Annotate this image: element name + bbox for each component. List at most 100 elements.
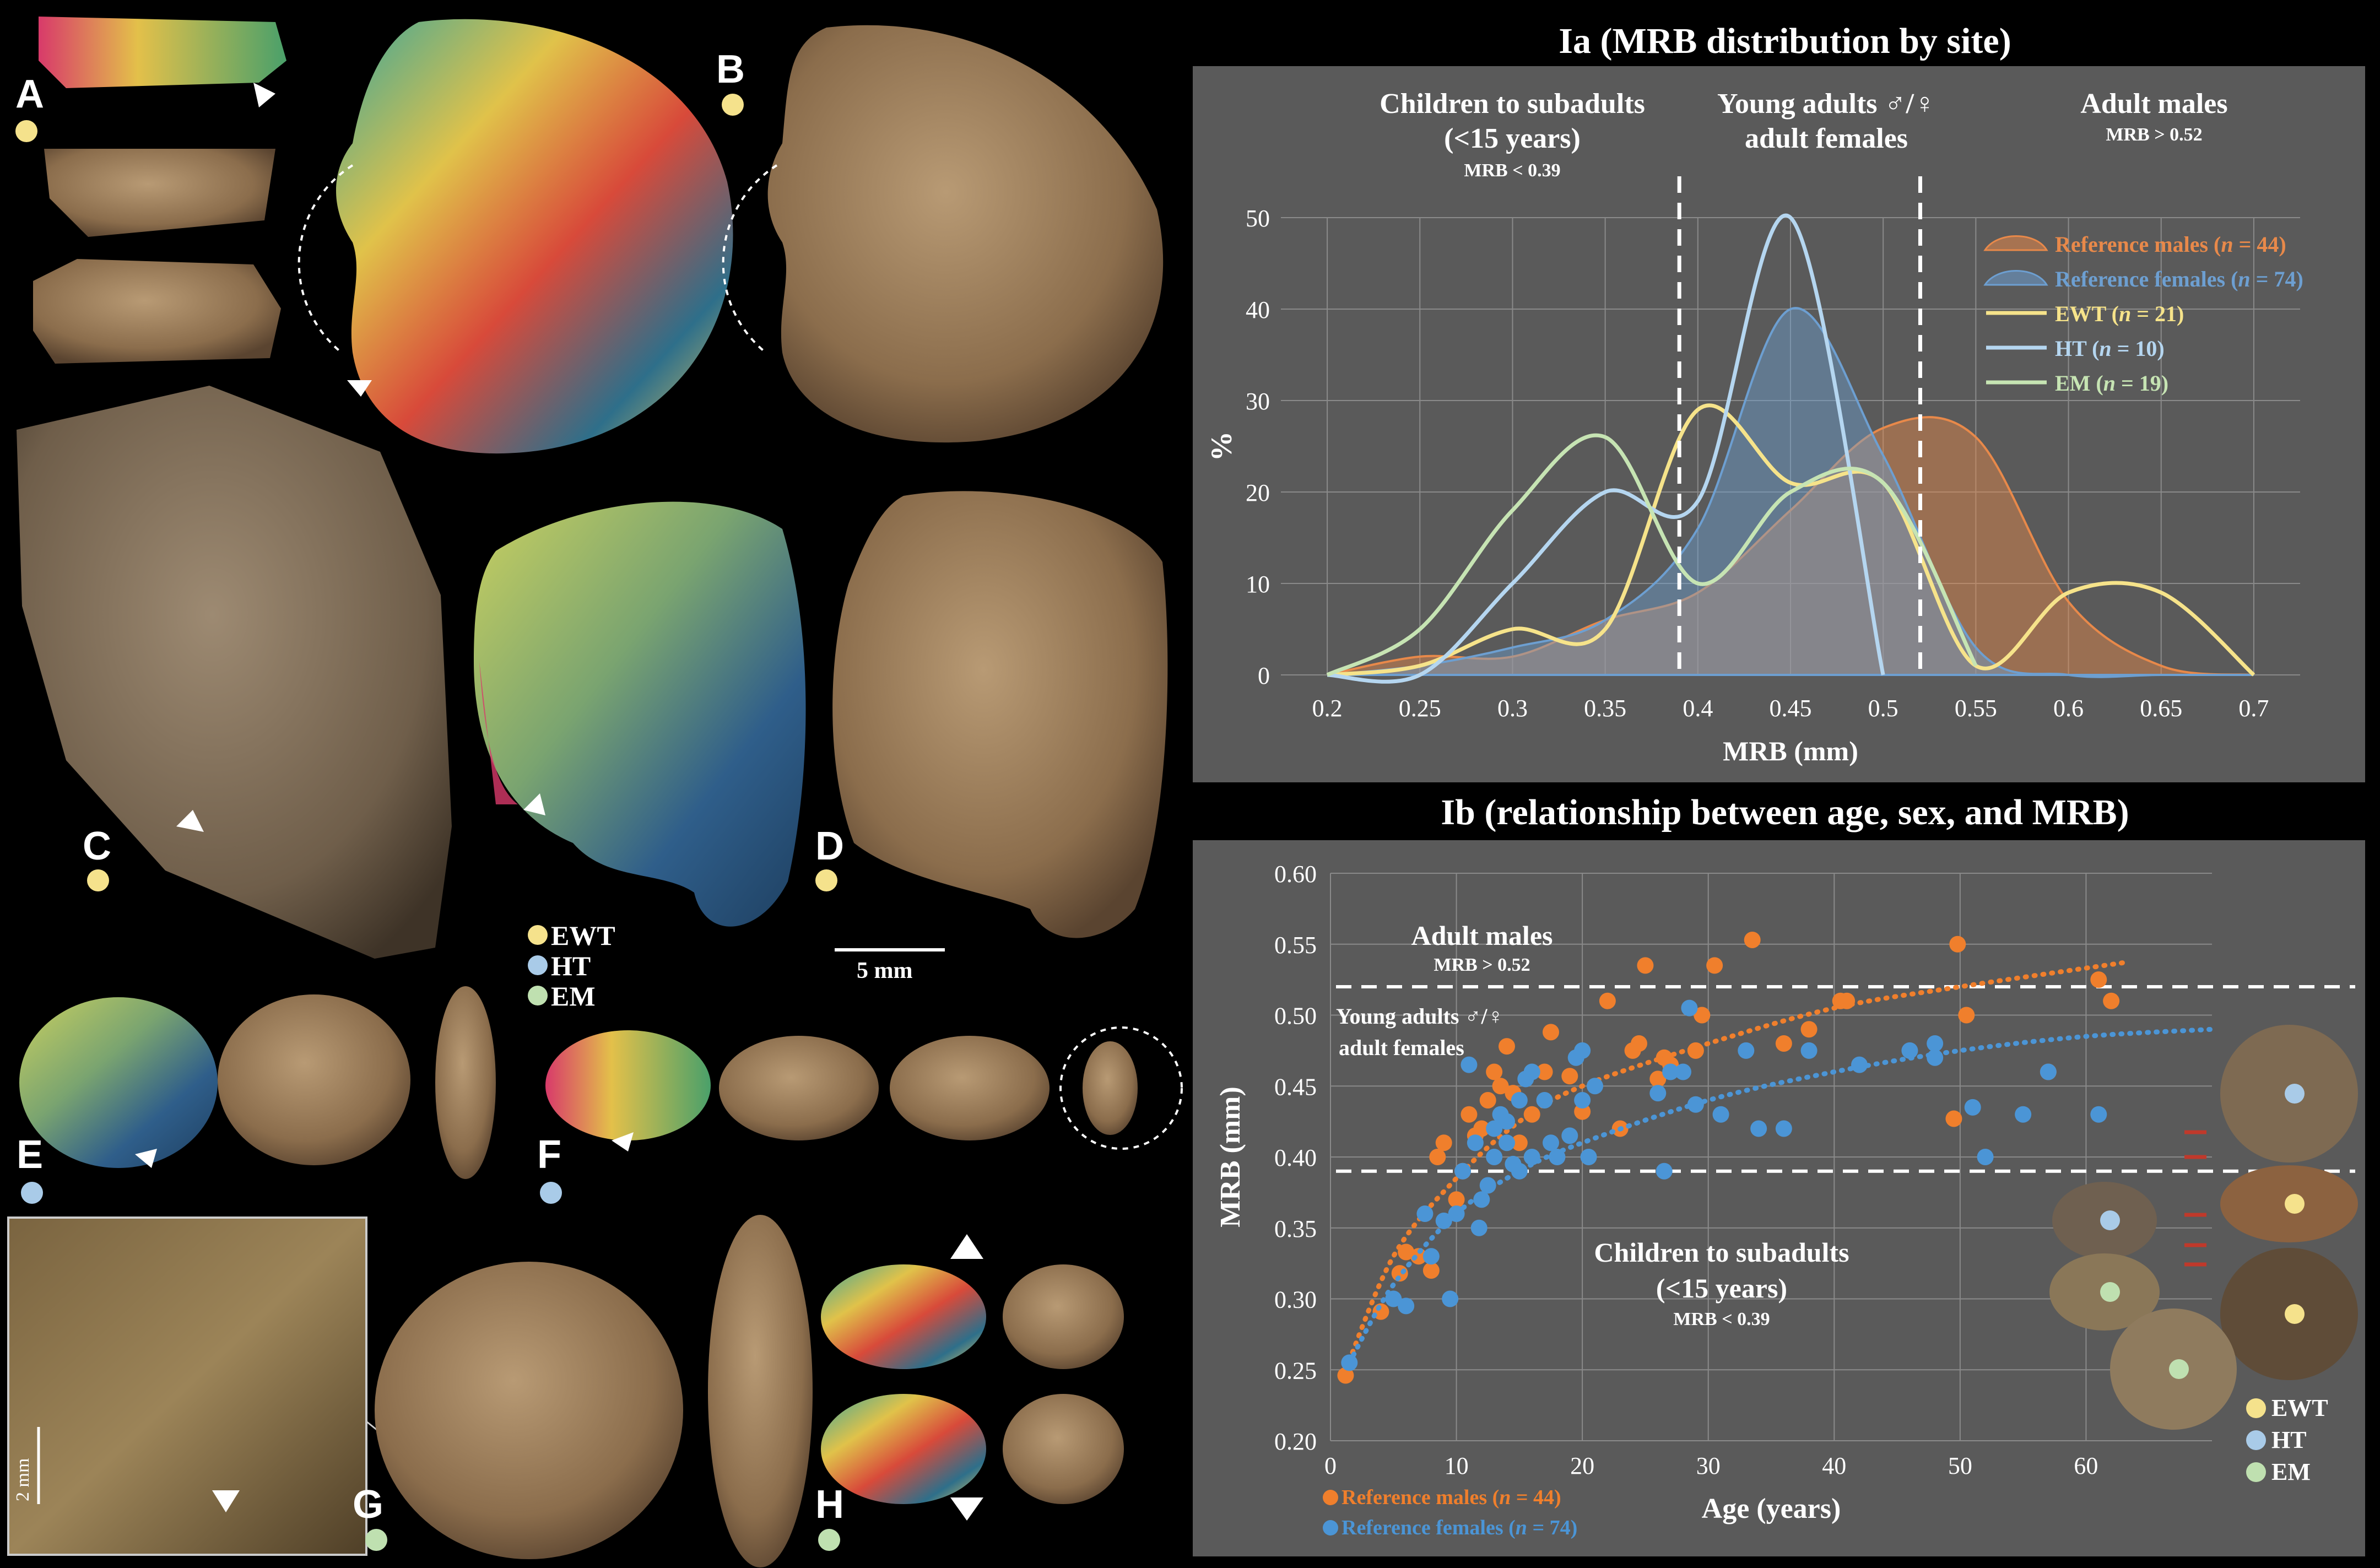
x-tick-label: 0.4 [1683,695,1713,722]
reference-male-point [1398,1243,1415,1261]
y-axis-label: % [1205,431,1238,461]
specimen-f-falsecolor [545,1030,711,1140]
x-tick-label: 0.6 [2053,695,2084,722]
y-tick-label: 0.50 [1274,1003,1317,1030]
reference-female-point [1473,1191,1490,1208]
arrowhead-marker [135,1149,157,1168]
y-tick-label: 40 [1246,296,1270,323]
reference-female-point [1977,1149,1994,1165]
y-tick-label: 0.45 [1274,1073,1317,1100]
inset-closeup [7,1216,367,1556]
site-legend-dot [2246,1398,2266,1418]
specimen-site-dot [2169,1359,2189,1379]
x-tick-label: 50 [1948,1452,1972,1479]
y-tick-label: 0 [1258,662,1270,689]
reference-female-point [1398,1297,1415,1315]
reference-female-point [2040,1063,2057,1080]
reference-male-point [1561,1068,1578,1085]
reference-female-point [1738,1042,1755,1059]
site-legend-ewt: EWT [551,920,615,951]
reference-male-point [1492,1078,1509,1095]
x-tick-label: 0.65 [2140,695,2182,722]
reference-male-point [1473,1120,1490,1137]
arrowhead-marker [212,1490,240,1512]
reference-female-point [1927,1035,1944,1052]
legend-swatch [1983,270,2048,286]
x-tick-label: 0.5 [1868,695,1898,722]
legend-label: Reference males (n = 44) [2055,232,2286,257]
annotation-children: Children to subadults [1594,1237,1849,1268]
reference-female-point [1454,1163,1471,1180]
chart-ia-background [1193,66,2365,782]
arrowhead-marker [523,793,545,815]
y-tick-label: 0.20 [1274,1428,1317,1455]
reference-female-point [1750,1120,1767,1137]
panel-letter-e: E [17,1133,43,1177]
reference-female-trendline [1346,1026,2215,1365]
reference-male-point [1637,957,1654,974]
legend-label: Reference males (n = 44) [1342,1486,1561,1509]
reference-male-trendline [1340,960,2127,1380]
reference-female-point [1523,1063,1540,1080]
panel-letter-b: B [716,47,745,91]
reference-female-point [1435,1212,1452,1229]
y-tick-label: 0.55 [1274,932,1317,959]
reference-female-point [1442,1290,1459,1307]
reference-female-point [1461,1056,1478,1073]
reference-female-point [1486,1120,1503,1137]
specimen-b-falsecolor [336,19,733,454]
chart-ia-title: Ia (MRB distribution by site) [1190,17,2380,66]
reference-male-point [1429,1149,1446,1165]
legend-label: HT (n = 10) [2055,336,2165,361]
site-dot-ewt [722,94,744,116]
arrowhead-marker [347,380,372,397]
y-tick-label: 30 [1246,388,1270,415]
reference-male-point [1422,1262,1440,1279]
specimen-e-side [435,986,496,1179]
reference-female-point [1574,1042,1591,1059]
x-tick-label: 0 [1324,1452,1337,1479]
specimen-g-photo [375,1262,683,1559]
x-tick-label: 0.3 [1497,695,1528,722]
y-tick-label: 0.40 [1274,1144,1317,1171]
site-dot-ewt [815,869,837,891]
site-dot-ht [21,1182,43,1204]
reference-male-point [1543,1024,1559,1041]
reference-female-point [1662,1063,1679,1080]
x-axis-label: Age (years) [1702,1493,1841,1524]
reference-female-point [2090,1106,2107,1123]
annotation-adult-females: adult females [1339,1035,1464,1060]
specimen-d-falsecolor [474,501,806,927]
legend-swatch [1983,235,2048,251]
scale-bar-label: 5 mm [857,958,912,983]
specimen-photo-plates: A B C D EWT HT EM [7,17,1183,1567]
panel-letter-f: F [537,1133,561,1177]
reference-female-point [1580,1149,1597,1165]
specimen-d-photo [832,491,1168,938]
legend-label: EM (n = 19) [2055,371,2168,396]
specimen-site-dot [2100,1210,2120,1230]
annotation-adult-males-threshold: MRB > 0.52 [1434,955,1530,975]
site-dot-ht [540,1182,562,1204]
specimen-c-photo [17,386,452,959]
reference-male-point [1486,1063,1503,1080]
reference-male-point [1958,1007,1975,1024]
zone-children-threshold: MRB < 0.39 [1464,160,1560,181]
arrowhead-marker [176,810,204,832]
reference-male-point [1631,1035,1647,1052]
reference-male-point [1435,1134,1452,1151]
reference-male-point [1706,957,1723,974]
reference-female-point [1964,1099,1981,1116]
panel-letter-c: C [83,824,111,868]
site-legend-dot [2246,1430,2266,1450]
reference-female-point [1470,1219,1488,1236]
reference-female-point [1681,999,1698,1017]
legend-label: EWT (n = 21) [2055,301,2184,326]
reference-male-point [1448,1191,1465,1208]
specimen-f-photo-2 [890,1036,1050,1140]
chart-ib-background [1193,840,2365,1556]
reference-female-point [1775,1120,1792,1137]
reference-female-point [1416,1205,1434,1222]
density-line-ewt [1327,403,2255,677]
specimen-a-top [39,17,286,88]
